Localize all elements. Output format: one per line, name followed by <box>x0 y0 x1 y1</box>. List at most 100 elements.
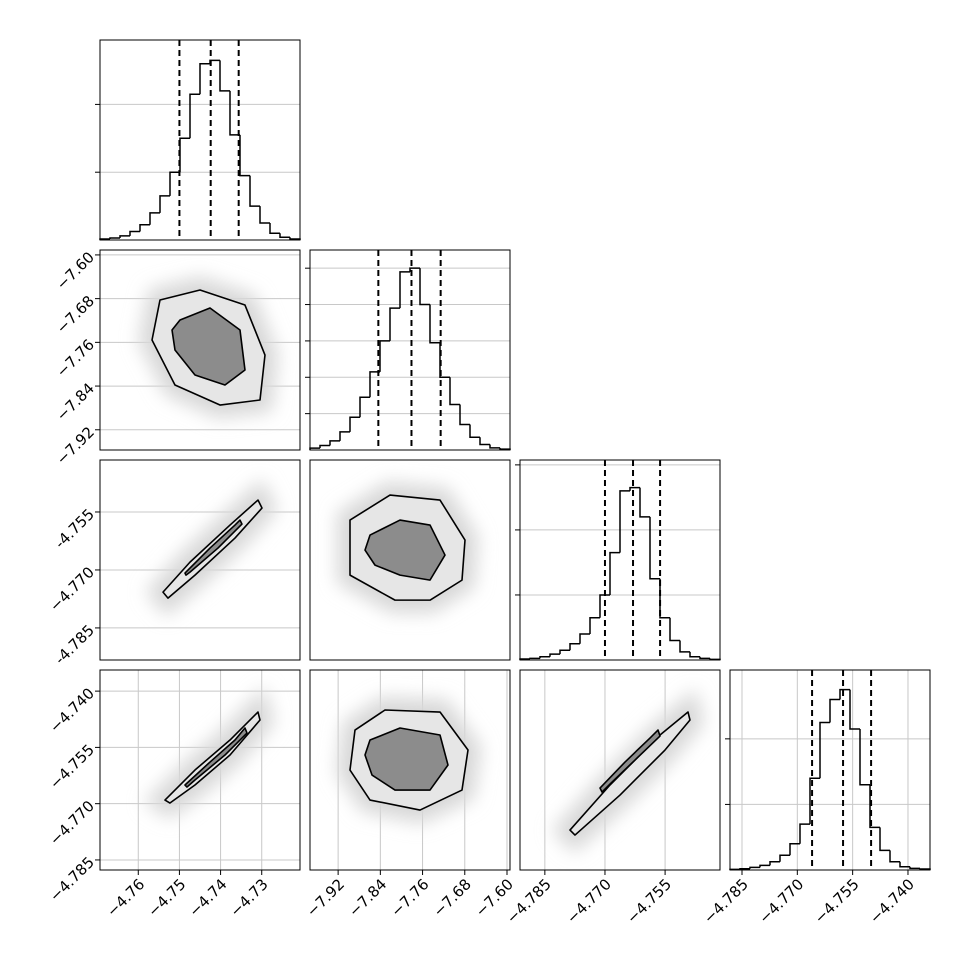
x-tick-label: −4.785 <box>700 875 752 927</box>
panel-frame <box>99 669 301 871</box>
histogram-bin <box>869 784 880 829</box>
histogram-bin <box>389 307 400 341</box>
y-tick-label: −7.68 <box>53 292 98 337</box>
histogram-bin <box>629 486 640 491</box>
histogram-bin <box>159 195 170 213</box>
panel-frame <box>309 669 511 871</box>
histogram-bin <box>589 616 600 634</box>
x-tick-label: −4.740 <box>866 875 918 927</box>
x-tick-label: −4.74 <box>185 875 230 920</box>
histogram-bin <box>429 304 440 344</box>
histogram-bin <box>269 223 280 234</box>
histogram-bin <box>199 62 210 95</box>
histogram-bin <box>639 487 650 518</box>
histogram-bin <box>879 827 890 852</box>
x-tick-label: −4.73 <box>227 875 272 920</box>
y-tick-label: −7.60 <box>53 248 98 293</box>
histogram-bin <box>179 137 190 173</box>
histogram-bin <box>909 866 920 870</box>
histogram-bin <box>829 698 840 723</box>
contour <box>569 711 691 836</box>
contour <box>164 711 261 804</box>
panel-frame <box>99 39 301 241</box>
histogram-bin <box>649 516 660 580</box>
histogram-bin <box>789 843 800 856</box>
contour <box>599 729 661 793</box>
x-tick-label: −7.92 <box>303 875 348 920</box>
histogram-bin <box>859 729 870 786</box>
y-tick-label: −7.92 <box>53 423 98 468</box>
panel-frame <box>99 459 301 661</box>
histogram-bin <box>769 861 780 866</box>
histogram-bin <box>529 657 540 660</box>
histogram-bin <box>459 404 470 426</box>
x-tick-label: −4.755 <box>623 875 675 927</box>
panel-frame <box>519 669 721 871</box>
x-tick-label: −7.76 <box>387 875 432 920</box>
histogram-bin <box>819 721 830 779</box>
histogram-bin <box>849 689 860 730</box>
histogram-bin <box>279 233 290 239</box>
histogram-bin <box>609 551 620 595</box>
histogram-bin <box>359 396 370 418</box>
histogram-bin <box>239 134 250 177</box>
histogram-bin <box>409 267 420 272</box>
histogram-bin <box>149 212 160 225</box>
histogram-bin <box>749 866 760 869</box>
histogram-bin <box>419 268 430 306</box>
contour <box>171 307 246 386</box>
histogram-bin <box>329 440 340 446</box>
histogram-bin <box>619 490 630 553</box>
panel-frame <box>519 459 721 661</box>
y-tick-label: −4.770 <box>46 797 98 849</box>
x-tick-label: −7.84 <box>345 875 390 920</box>
histogram-bin <box>169 171 180 196</box>
panel-frame <box>309 249 511 451</box>
panel-frame <box>729 669 931 871</box>
y-tick-label: −4.755 <box>46 741 98 793</box>
histogram-bin <box>369 371 380 398</box>
histogram-bin <box>109 237 120 239</box>
contour <box>364 519 446 581</box>
histogram-bin <box>679 640 690 653</box>
y-tick-label: -4.785 <box>51 621 98 668</box>
histogram-bin <box>249 175 260 207</box>
histogram-bin <box>899 861 910 868</box>
histogram-bin <box>379 340 390 372</box>
histogram-bin <box>699 656 710 660</box>
histogram-bin <box>469 424 480 439</box>
y-tick-label: −4.785 <box>46 853 98 905</box>
panel-frame <box>309 459 511 661</box>
histogram-bin <box>549 653 560 657</box>
histogram-bin <box>889 850 900 863</box>
histogram-bin <box>139 223 150 232</box>
y-tick-label: -4.755 <box>51 505 98 552</box>
contour <box>184 519 243 576</box>
histogram-bin <box>779 854 790 862</box>
histogram-bin <box>689 651 700 658</box>
x-tick-label: −4.76 <box>103 875 148 920</box>
y-tick-label: −4.770 <box>46 563 98 615</box>
histogram-bin <box>799 823 810 844</box>
histogram-bin <box>259 206 270 224</box>
x-tick-label: −4.755 <box>811 875 863 927</box>
histogram-bin <box>569 642 580 651</box>
y-tick-label: −4.740 <box>46 684 98 736</box>
histogram-bin <box>559 649 570 655</box>
x-tick-label: −7.68 <box>430 875 475 920</box>
contour <box>184 727 248 788</box>
histogram-bin <box>539 655 550 659</box>
y-tick-label: −7.84 <box>53 379 98 424</box>
histogram-bin <box>579 633 590 644</box>
histogram-bin <box>479 437 490 446</box>
contour <box>364 727 449 791</box>
histogram-bin <box>229 90 240 136</box>
histogram-bin <box>339 431 350 441</box>
histogram-bin <box>129 230 140 236</box>
histogram-bin <box>399 271 410 309</box>
x-tick-label: −4.770 <box>755 875 807 927</box>
histogram-bin <box>449 377 460 406</box>
histogram-bin <box>489 444 500 449</box>
histogram-bin <box>349 416 360 432</box>
